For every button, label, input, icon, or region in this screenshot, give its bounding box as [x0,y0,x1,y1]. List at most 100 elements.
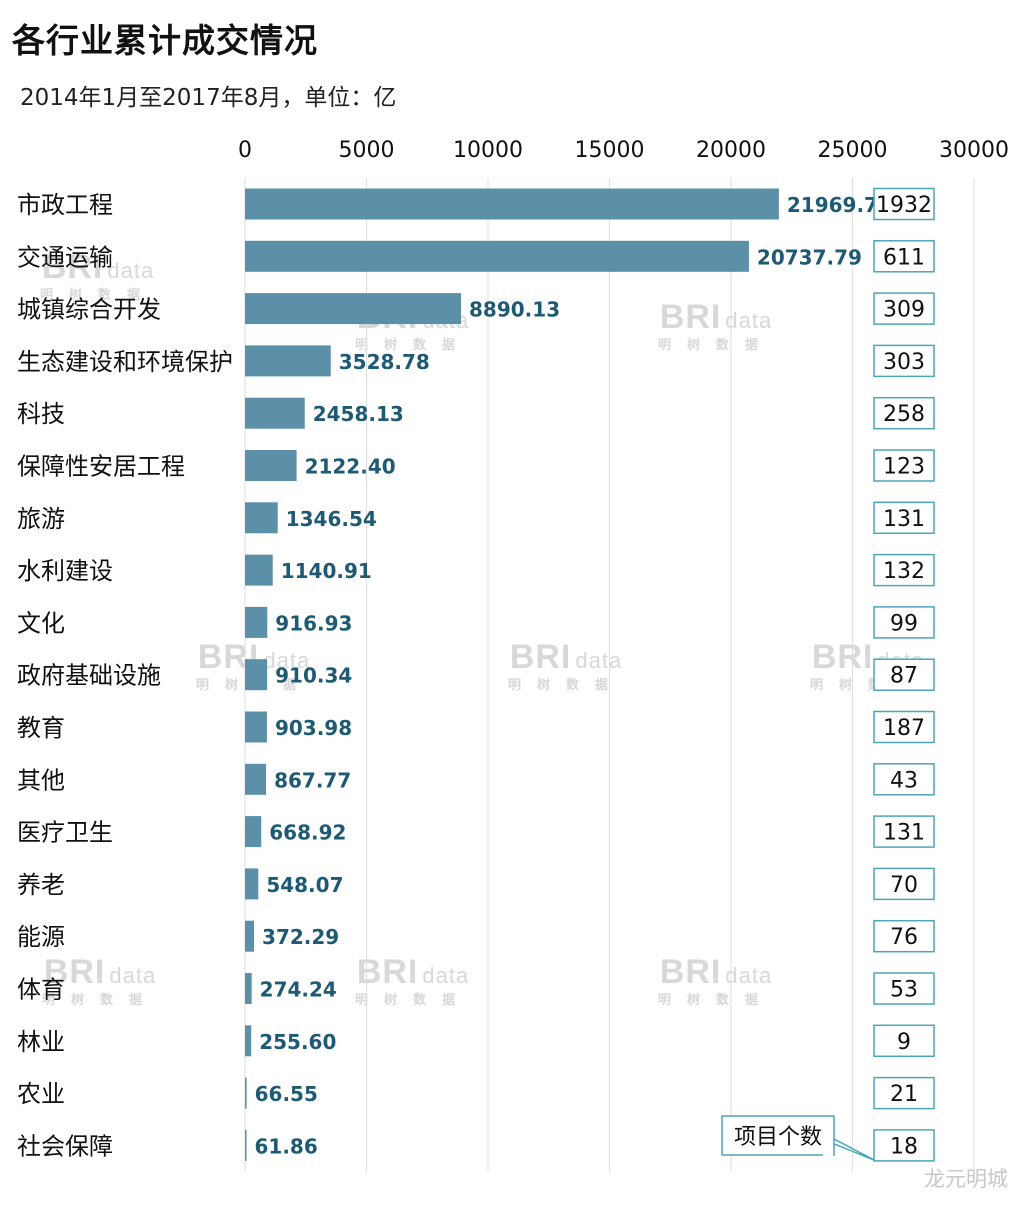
data-label: 255.60 [259,1030,336,1054]
project-count-box [873,344,935,378]
category-label: 农业 [17,1080,65,1108]
data-label: 372.29 [262,925,339,949]
project-count-box [873,292,935,325]
data-label: 66.55 [255,1082,318,1106]
source-watermark: 龙元明城 [924,1167,1008,1191]
callout-label: 项目个数 [734,1125,822,1150]
project-count-label: 99 [890,611,918,636]
project-count-box [873,606,935,639]
data-label: 903.98 [275,716,352,740]
bar [245,1025,252,1057]
bar [245,711,267,743]
category-label: 城镇综合开发 [17,296,161,324]
bar [245,240,749,272]
x-tick-label: 15000 [575,138,645,163]
project-count-box [873,501,935,535]
bar [245,659,268,691]
project-count-label: 18 [890,1134,918,1159]
bar [245,397,305,429]
project-count-box [873,710,935,744]
data-label: 61.86 [255,1134,318,1158]
project-count-label: 132 [883,559,925,584]
project-count-box [873,553,935,587]
data-label: 8890.13 [469,298,560,322]
project-count-label: 303 [883,350,925,375]
project-count-label: 21 [890,1082,918,1107]
bar [245,1129,247,1161]
bar [245,188,779,220]
project-count-box [873,449,935,482]
project-count-label: 9 [897,1030,911,1055]
data-label: 910.34 [275,664,352,688]
data-label: 548.07 [266,873,343,897]
category-label: 医疗卫生 [17,819,113,847]
x-tick-label: 20000 [696,138,766,163]
data-label: 668.92 [269,821,346,845]
category-label: 养老 [17,871,65,899]
project-count-box [873,1129,935,1162]
project-count-box [873,1024,935,1058]
bar [245,816,262,848]
x-tick-label: 5000 [339,138,395,163]
category-label: 政府基础设施 [17,662,161,690]
bar [245,450,297,481]
project-count-label: 187 [883,716,925,741]
project-count-box [873,919,935,953]
category-label: 市政工程 [17,191,113,219]
category-label: 水利建设 [17,557,113,585]
bar [245,763,267,795]
bar [245,554,273,586]
bar [245,1077,247,1109]
data-label: 274.24 [260,978,337,1002]
bar [245,502,278,534]
category-label: 旅游 [17,505,65,533]
category-label: 科技 [17,400,65,428]
bar [245,345,331,377]
project-count-label: 43 [890,768,918,793]
category-label: 其他 [17,766,65,794]
x-tick-label: 25000 [818,138,888,163]
project-count-label: 131 [883,821,925,846]
category-label: 体育 [17,976,65,1004]
project-count-box [873,815,935,848]
project-count-box [873,240,935,273]
project-count-label: 76 [890,925,918,950]
project-count-label: 87 [890,664,918,689]
x-tick-label: 0 [238,138,252,163]
data-label: 1140.91 [281,559,372,583]
project-count-box [873,187,935,221]
project-count-label: 258 [883,402,925,427]
data-label: 3528.78 [339,350,430,374]
bar [245,868,259,900]
project-count-box [873,658,935,691]
bar [245,920,255,952]
category-label: 社会保障 [17,1132,113,1160]
category-label: 林业 [17,1028,65,1056]
project-count-label: 309 [883,298,925,323]
data-label: 2122.40 [305,455,396,479]
category-label: 教育 [17,714,65,742]
category-label: 生态建设和环境保护 [17,348,233,376]
project-count-label: 611 [883,245,925,270]
data-label: 916.93 [275,611,352,635]
project-count-box [873,972,935,1005]
project-count-label: 123 [883,455,925,480]
project-count-box [873,867,935,901]
chart-title: 各行业累计成交情况 [12,21,318,60]
x-tick-label: 10000 [453,138,523,163]
project-count-box [873,763,935,796]
data-label: 1346.54 [286,507,377,531]
chart-subtitle: 2014年1月至2017年8月，单位：亿 [20,85,397,111]
data-label: 2458.13 [313,402,404,426]
bar [245,293,462,325]
data-label: 867.77 [274,768,351,792]
bar [245,973,252,1004]
project-count-box [873,396,935,430]
